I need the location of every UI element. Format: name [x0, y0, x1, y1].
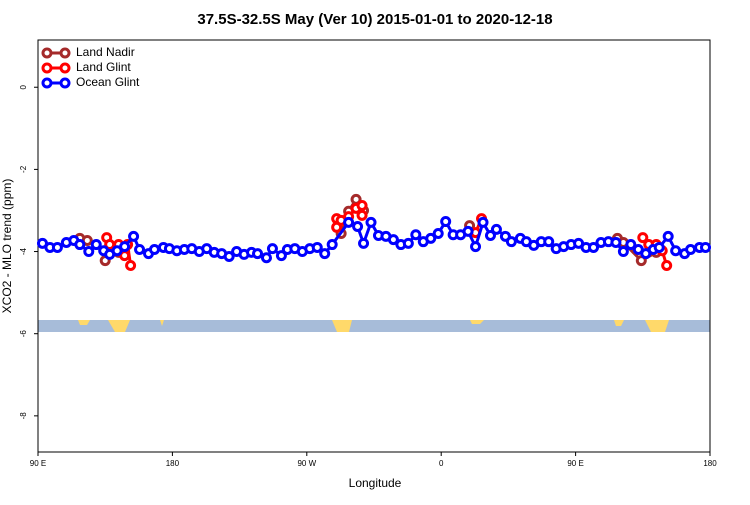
- data-point: [637, 232, 649, 244]
- data-point: [125, 260, 137, 272]
- data-point: [148, 243, 160, 255]
- x-tick-label: 180: [703, 459, 717, 468]
- data-point: [490, 223, 502, 235]
- data-point: [387, 234, 399, 246]
- data-point: [223, 250, 235, 262]
- data-point: [425, 232, 437, 244]
- y-axis-label: XCO2 - MLO trend (ppm): [0, 179, 14, 314]
- data-point: [670, 245, 682, 257]
- data-point: [470, 241, 482, 253]
- legend-marker: [59, 47, 71, 59]
- data-point: [588, 241, 600, 253]
- data-point: [275, 250, 287, 262]
- data-point: [700, 241, 712, 253]
- x-tick-label: 90 E: [30, 459, 46, 468]
- legend-label: Land Glint: [76, 60, 131, 74]
- data-point: [134, 243, 146, 255]
- legend-label: Ocean Glint: [76, 75, 140, 89]
- chart-title: 37.5S-32.5S May (Ver 10) 2015-01-01 to 2…: [197, 11, 552, 28]
- x-tick-label: 180: [166, 459, 180, 468]
- data-point: [356, 209, 368, 221]
- map-strip: [38, 320, 710, 332]
- x-axis-label: Longitude: [349, 476, 402, 490]
- legend-marker: [41, 47, 53, 59]
- data-point: [51, 241, 63, 253]
- data-point: [505, 236, 517, 248]
- data-point: [440, 216, 452, 228]
- data-point: [477, 216, 489, 228]
- legend-marker: [41, 62, 53, 74]
- y-tick-label: -2: [19, 165, 28, 173]
- data-point: [358, 237, 370, 249]
- y-tick-label: -8: [19, 412, 28, 420]
- x-tick-label: 90 W: [297, 459, 316, 468]
- data-point: [661, 260, 673, 272]
- y-tick-label: -6: [19, 330, 28, 338]
- data-point: [410, 229, 422, 241]
- data-point: [119, 241, 131, 253]
- legend-marker: [59, 62, 71, 74]
- data-point: [311, 241, 323, 253]
- data-point: [326, 239, 338, 251]
- data-point: [74, 239, 86, 251]
- data-point: [252, 248, 264, 260]
- data-point: [617, 246, 629, 258]
- x-tick-label: 90 E: [567, 459, 583, 468]
- data-point: [343, 216, 355, 228]
- data-point: [662, 230, 674, 242]
- data-point: [402, 237, 414, 249]
- data-point: [653, 241, 665, 253]
- legend-label: Land Nadir: [76, 45, 135, 59]
- y-tick-label: 0: [19, 84, 28, 89]
- data-point: [365, 216, 377, 228]
- data-point: [128, 230, 140, 242]
- data-point: [352, 220, 364, 232]
- data-point: [484, 230, 496, 242]
- data-point: [610, 237, 622, 249]
- data-point: [625, 239, 637, 251]
- y-tick-label: -4: [19, 247, 28, 255]
- data-point: [685, 243, 697, 255]
- data-point: [462, 225, 474, 237]
- data-point: [319, 248, 331, 260]
- data-point: [260, 252, 272, 264]
- data-point: [432, 227, 444, 239]
- legend-marker: [41, 77, 53, 89]
- data-point: [356, 200, 368, 212]
- x-tick-label: 0: [439, 459, 444, 468]
- data-point: [266, 243, 278, 255]
- data-point: [90, 239, 102, 251]
- data-point: [543, 236, 555, 248]
- data-point: [83, 246, 95, 258]
- legend-marker: [59, 77, 71, 89]
